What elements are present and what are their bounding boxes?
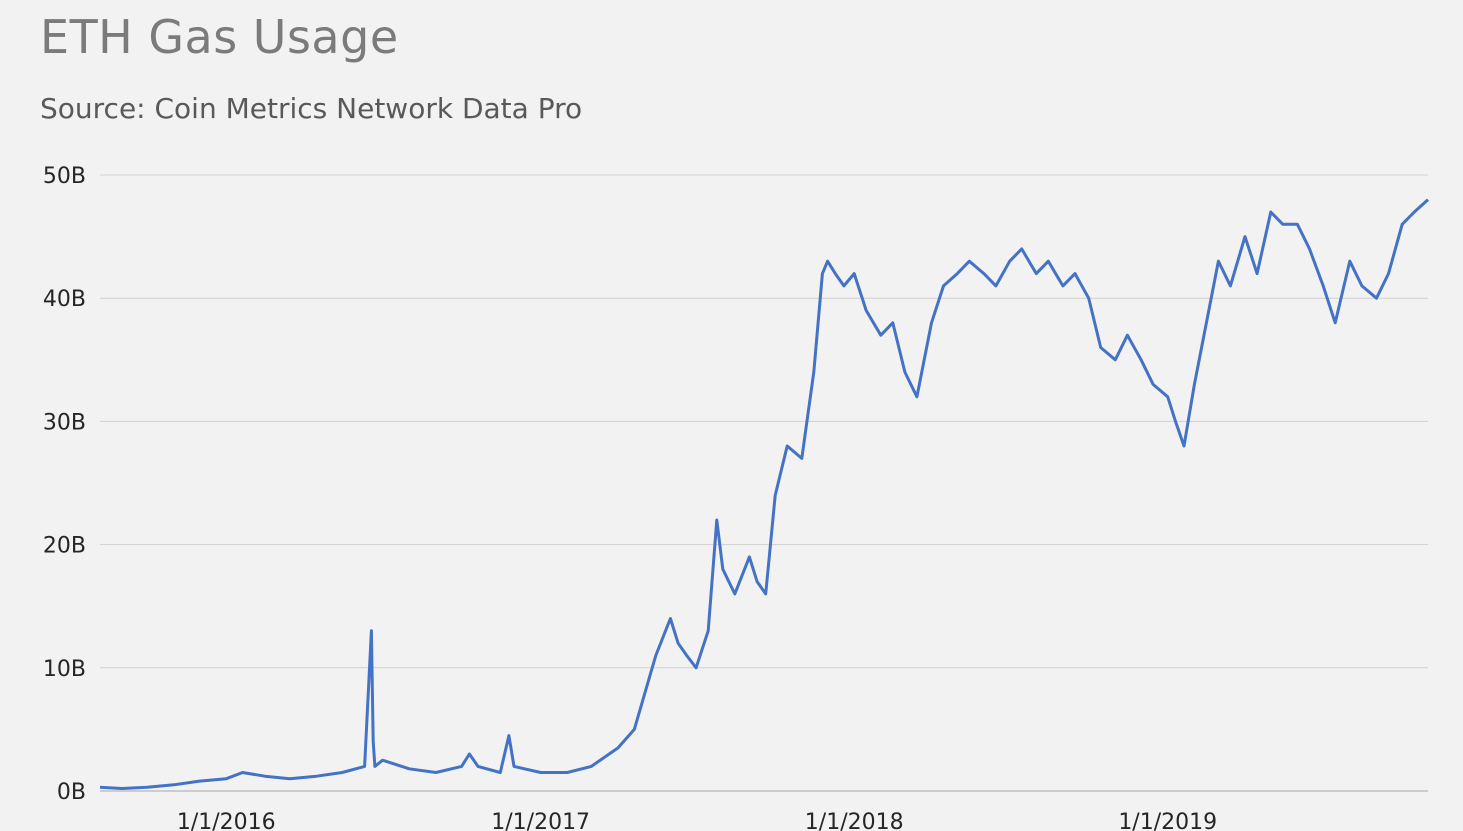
gridlines bbox=[100, 174, 1428, 792]
plot-area bbox=[99, 198, 1430, 790]
chart-title: ETH Gas Usage bbox=[40, 10, 399, 64]
x-tick-label: 1/1/2018 bbox=[805, 810, 904, 831]
y-tick-label: 0B bbox=[57, 780, 86, 805]
x-axis: 1/1/2016 1/1/2017 1/1/2018 1/1/2019 bbox=[177, 810, 1217, 831]
y-tick-label: 30B bbox=[43, 410, 86, 435]
x-tick-label: 1/1/2016 bbox=[177, 810, 276, 831]
y-tick-label: 40B bbox=[43, 287, 86, 312]
y-tick-label: 10B bbox=[43, 657, 86, 682]
x-tick-label: 1/1/2017 bbox=[491, 810, 590, 831]
y-tick-label: 50B bbox=[43, 164, 86, 189]
chart-subtitle: Source: Coin Metrics Network Data Pro bbox=[40, 92, 583, 125]
series-line bbox=[99, 198, 1430, 790]
x-tick-label: 1/1/2019 bbox=[1118, 810, 1217, 831]
y-axis: 0B 10B 20B 30B 40B 50B bbox=[43, 164, 86, 805]
y-tick-label: 20B bbox=[43, 534, 86, 559]
